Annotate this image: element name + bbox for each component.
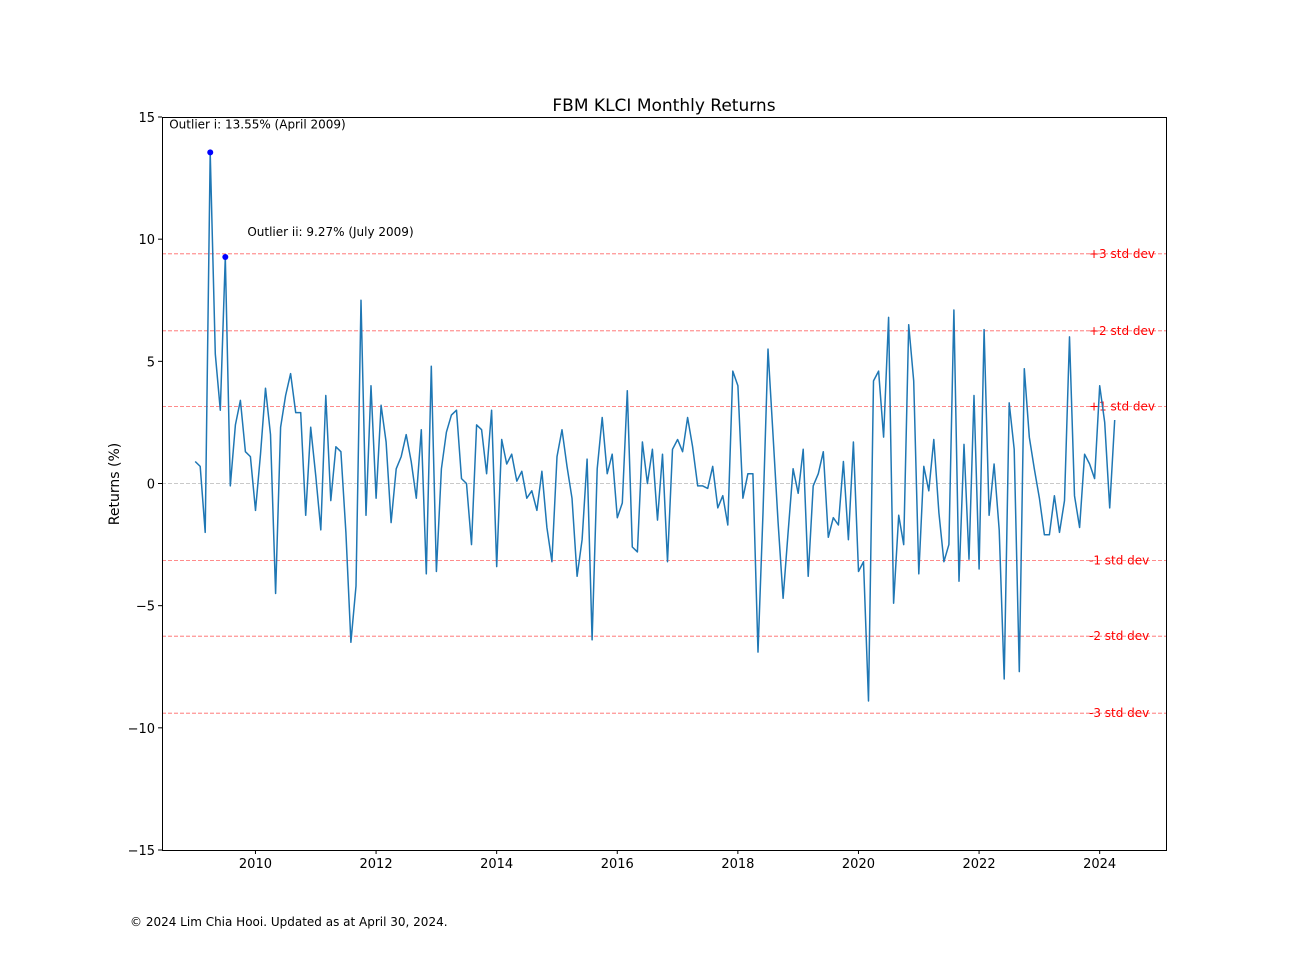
x-tick-label: 2012 <box>360 857 393 872</box>
y-tick-label: −15 <box>128 844 155 859</box>
chart-title: FBM KLCI Monthly Returns <box>552 96 775 116</box>
y-tick-label: −5 <box>136 600 155 615</box>
outlier-point <box>207 149 214 156</box>
x-tick-label: 2018 <box>721 857 754 872</box>
outlier-label: Outlier ii: 9.27% (July 2009) <box>247 225 413 239</box>
y-axis: −15 −10 −5 0 5 10 15 <box>128 111 162 859</box>
std-dev-label: +1 std dev <box>1089 400 1155 414</box>
std-dev-label: -2 std dev <box>1089 629 1149 643</box>
outlier-label: Outlier i: 13.55% (April 2009) <box>169 117 345 131</box>
x-tick-label: 2020 <box>842 857 875 872</box>
outlier-markers: Outlier i: 13.55% (April 2009) Outlier ii… <box>169 117 414 261</box>
series-group <box>194 151 1116 702</box>
x-tick-label: 2016 <box>601 857 634 872</box>
y-tick-label: 15 <box>138 111 155 126</box>
x-tick-label: 2022 <box>963 857 996 872</box>
std-dev-label: +3 std dev <box>1089 247 1155 261</box>
std-dev-lines: +3 std dev +2 std dev +1 std dev -1 std dev… <box>162 247 1166 720</box>
std-dev-label: -3 std dev <box>1089 706 1149 720</box>
plot-frame <box>162 117 1167 851</box>
x-tick-label: 2010 <box>239 857 272 872</box>
y-tick-label: 0 <box>147 478 155 493</box>
y-tick-label: 5 <box>147 355 155 370</box>
outlier-point <box>222 254 229 261</box>
copyright-footer: © 2024 Lim Chia Hooi. Updated as at Apri… <box>130 915 448 929</box>
x-tick-label: 2014 <box>480 857 513 872</box>
std-dev-label: -1 std dev <box>1089 553 1149 567</box>
y-tick-label: 10 <box>138 233 155 248</box>
x-axis: 2010 2012 2014 2016 2018 2020 2022 2024 <box>239 850 1116 872</box>
returns-line <box>194 151 1116 702</box>
x-tick-label: 2024 <box>1083 857 1116 872</box>
y-axis-label: Returns (%) <box>107 443 123 525</box>
std-dev-label: +2 std dev <box>1089 324 1155 338</box>
y-tick-label: −10 <box>128 722 155 737</box>
